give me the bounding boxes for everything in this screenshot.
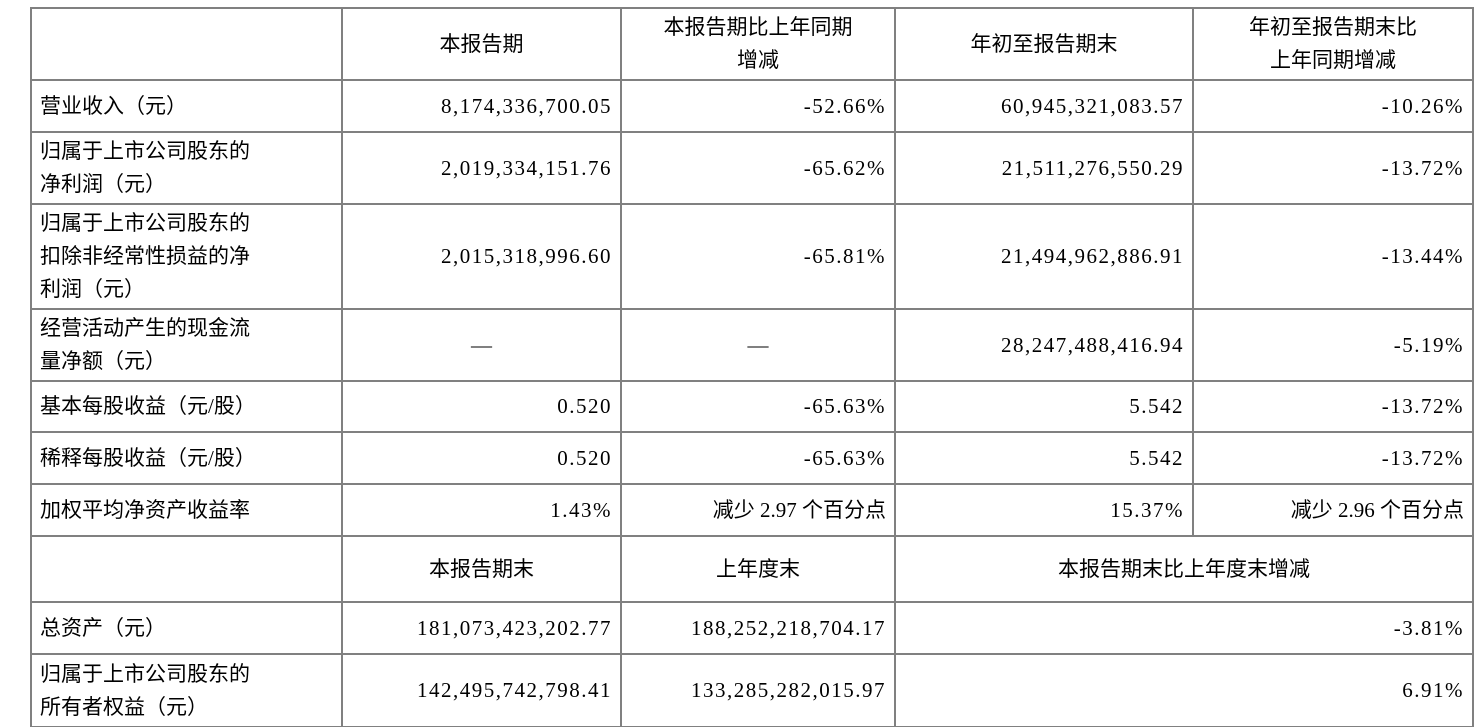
value-cell: 2,019,334,151.76 <box>341 131 622 205</box>
header-period-end: 本报告期末 <box>341 535 622 603</box>
row-net-profit: 归属于上市公司股东的 净利润（元） 2,019,334,151.76 -65.6… <box>30 131 1474 205</box>
row-operating-cash-flow: 经营活动产生的现金流 量净额（元） — — 28,247,488,416.94 … <box>30 308 1474 382</box>
row-total-assets: 总资产（元） 181,073,423,202.77 188,252,218,70… <box>30 601 1474 655</box>
value-cell: 188,252,218,704.17 <box>620 601 896 655</box>
row-operating-revenue: 营业收入（元） 8,174,336,700.05 -52.66% 60,945,… <box>30 79 1474 133</box>
row-label: 归属于上市公司股东的 净利润（元） <box>30 131 343 205</box>
value-cell: -52.66% <box>620 79 896 133</box>
table-header-row-2: 本报告期末 上年度末 本报告期末比上年度末增减 <box>30 535 1474 603</box>
header-corner-cell <box>30 535 343 603</box>
row-label: 基本每股收益（元/股） <box>30 380 343 433</box>
value-cell: 0.520 <box>341 380 622 433</box>
row-diluted-eps: 稀释每股收益（元/股） 0.520 -65.63% 5.542 -13.72% <box>30 431 1474 485</box>
value-cell: 6.91% <box>894 653 1474 727</box>
value-cell: 28,247,488,416.94 <box>894 308 1194 382</box>
value-cell: -13.72% <box>1192 431 1474 485</box>
empty-dash-cell: — <box>341 308 622 382</box>
row-label: 归属于上市公司股东的 扣除非经常性损益的净 利润（元） <box>30 203 343 310</box>
row-basic-eps: 基本每股收益（元/股） 0.520 -65.63% 5.542 -13.72% <box>30 380 1474 433</box>
row-label: 稀释每股收益（元/股） <box>30 431 343 485</box>
value-cell: 21,511,276,550.29 <box>894 131 1194 205</box>
value-cell: 0.520 <box>341 431 622 485</box>
header-ytd: 年初至报告期末 <box>894 7 1194 81</box>
value-cell: -13.72% <box>1192 380 1474 433</box>
value-cell: -13.44% <box>1192 203 1474 310</box>
value-cell: 60,945,321,083.57 <box>894 79 1194 133</box>
value-cell: 181,073,423,202.77 <box>341 601 622 655</box>
row-net-profit-excl-nonrecurring: 归属于上市公司股东的 扣除非经常性损益的净 利润（元） 2,015,318,99… <box>30 203 1474 310</box>
value-cell: -65.63% <box>620 431 896 485</box>
value-cell: -10.26% <box>1192 79 1474 133</box>
value-cell: 1.43% <box>341 483 622 537</box>
value-cell: 减少 2.97 个百分点 <box>620 483 896 537</box>
value-cell: 8,174,336,700.05 <box>341 79 622 133</box>
row-label: 归属于上市公司股东的 所有者权益（元） <box>30 653 343 727</box>
value-cell: -65.81% <box>620 203 896 310</box>
header-corner-cell <box>30 7 343 81</box>
value-cell: 2,015,318,996.60 <box>341 203 622 310</box>
value-cell: -3.81% <box>894 601 1474 655</box>
header-current-period: 本报告期 <box>341 7 622 81</box>
row-label: 营业收入（元） <box>30 79 343 133</box>
value-cell: 5.542 <box>894 380 1194 433</box>
value-cell: -13.72% <box>1192 131 1474 205</box>
value-cell: -5.19% <box>1192 308 1474 382</box>
header-ytd-yoy: 年初至报告期末比 上年同期增减 <box>1192 7 1474 81</box>
empty-dash-cell: — <box>620 308 896 382</box>
value-cell: -65.63% <box>620 380 896 433</box>
value-cell: 21,494,962,886.91 <box>894 203 1194 310</box>
value-cell: 142,495,742,798.41 <box>341 653 622 727</box>
value-cell: 5.542 <box>894 431 1194 485</box>
header-current-period-yoy: 本报告期比上年同期 增减 <box>620 7 896 81</box>
table-header-row-1: 本报告期 本报告期比上年同期 增减 年初至报告期末 年初至报告期末比 上年同期增… <box>30 7 1474 81</box>
header-period-end-change: 本报告期末比上年度末增减 <box>894 535 1474 603</box>
header-prev-year-end: 上年度末 <box>620 535 896 603</box>
value-cell: -65.62% <box>620 131 896 205</box>
row-label: 加权平均净资产收益率 <box>30 483 343 537</box>
key-financials-table: 本报告期 本报告期比上年同期 增减 年初至报告期末 年初至报告期末比 上年同期增… <box>30 7 1474 727</box>
value-cell: 133,285,282,015.97 <box>620 653 896 727</box>
row-label: 总资产（元） <box>30 601 343 655</box>
value-cell: 减少 2.96 个百分点 <box>1192 483 1474 537</box>
row-weighted-avg-roe: 加权平均净资产收益率 1.43% 减少 2.97 个百分点 15.37% 减少 … <box>30 483 1474 537</box>
value-cell: 15.37% <box>894 483 1194 537</box>
row-label: 经营活动产生的现金流 量净额（元） <box>30 308 343 382</box>
row-equity-attributable: 归属于上市公司股东的 所有者权益（元） 142,495,742,798.41 1… <box>30 653 1474 727</box>
